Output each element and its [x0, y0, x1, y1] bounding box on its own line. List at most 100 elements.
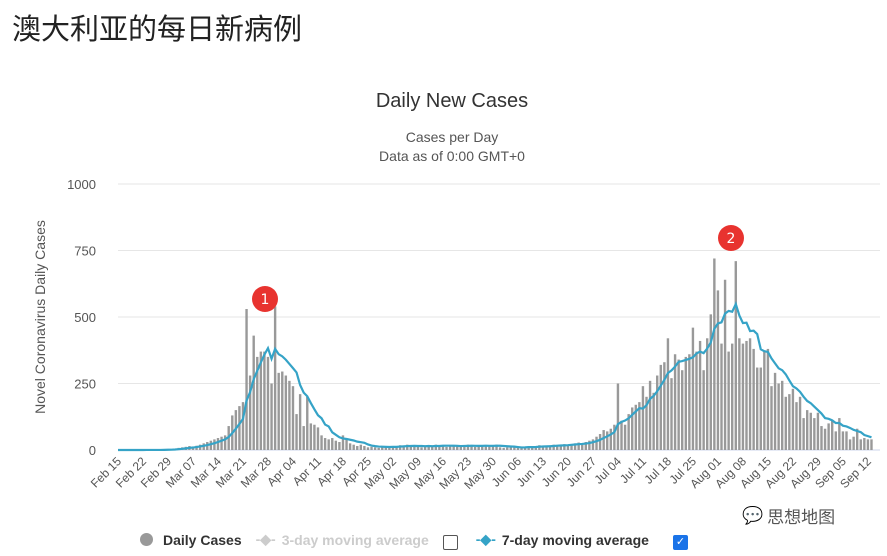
bar	[370, 446, 373, 450]
page-title: 澳大利亚的每日新病例	[12, 12, 303, 46]
bar	[838, 418, 841, 450]
bar	[338, 442, 341, 450]
line-marker-icon: -◆-	[475, 531, 496, 547]
bar	[545, 446, 548, 450]
bar	[356, 446, 359, 450]
bar	[723, 279, 727, 450]
legend-label: 3-day moving average	[281, 531, 429, 548]
bar	[377, 447, 380, 450]
bar	[431, 445, 434, 450]
bar	[373, 447, 377, 450]
bar	[863, 438, 866, 450]
bar	[438, 446, 441, 450]
bar	[806, 410, 809, 450]
legend: Daily Cases -◆- 3-day moving average -◆- 7…	[140, 529, 706, 550]
bar	[727, 351, 730, 450]
bar	[634, 404, 637, 450]
bar	[784, 396, 787, 450]
legend-3day-average[interactable]: -◆- 3-day moving average	[256, 531, 429, 548]
bar	[855, 428, 859, 450]
bar	[477, 446, 480, 450]
bar	[552, 444, 555, 450]
bar	[245, 309, 248, 450]
bar	[281, 371, 284, 450]
bar	[406, 444, 409, 450]
bar	[702, 370, 705, 450]
bar	[213, 439, 216, 450]
bar	[620, 420, 623, 450]
bar	[677, 359, 680, 450]
bar	[434, 444, 438, 450]
bar	[502, 447, 505, 450]
bar	[841, 431, 845, 450]
bar	[316, 427, 320, 450]
bar	[302, 426, 305, 450]
bar	[456, 446, 459, 450]
bar	[602, 430, 605, 450]
legend-7day-average[interactable]: -◆- 7-day moving average	[476, 531, 649, 548]
chart-title: Daily New Cases	[376, 90, 528, 112]
bar	[306, 396, 309, 450]
bar	[773, 372, 777, 450]
bar	[748, 338, 752, 450]
bar	[556, 445, 559, 450]
bar	[581, 443, 584, 450]
bar	[238, 406, 241, 450]
x-tick-label: Jul 04	[592, 454, 625, 487]
bar	[866, 439, 870, 450]
bar	[731, 343, 734, 450]
bar	[566, 445, 570, 450]
bar	[470, 446, 473, 450]
bar	[266, 356, 270, 450]
bar	[291, 386, 295, 450]
chart-subtitle-2: Data as of 0:00 GMT+0	[379, 148, 525, 164]
bar	[598, 434, 602, 450]
bar	[463, 445, 466, 450]
bar	[781, 380, 784, 450]
bar	[498, 447, 502, 450]
bar	[688, 354, 691, 450]
bar	[573, 443, 577, 450]
bar	[616, 383, 620, 450]
bar	[516, 447, 520, 450]
chart-subtitle-1: Cases per Day	[406, 129, 499, 145]
bar	[327, 439, 330, 450]
bar	[641, 386, 645, 450]
bar	[673, 354, 677, 450]
bar	[798, 396, 802, 450]
y-axis-label: Novel Coronavirus Daily Cases	[32, 220, 48, 414]
line-marker-icon: -◆-	[255, 531, 276, 547]
bar	[384, 446, 388, 450]
bar	[256, 356, 259, 450]
bar	[520, 447, 523, 450]
bar	[802, 418, 805, 450]
bar	[848, 439, 852, 450]
bar	[698, 340, 702, 450]
bar	[820, 426, 823, 450]
bar	[445, 446, 448, 450]
bar	[263, 351, 266, 450]
bar	[788, 394, 791, 450]
ma7-checkbox[interactable]: ✓	[672, 535, 688, 550]
bar	[481, 445, 484, 450]
bar	[473, 446, 477, 450]
y-tick-label: 750	[74, 244, 96, 259]
bar	[613, 424, 616, 450]
bar	[738, 338, 741, 450]
bar	[609, 428, 612, 450]
ma3-checkbox[interactable]	[442, 535, 458, 550]
bar	[777, 383, 780, 450]
bar	[720, 343, 723, 450]
bar	[645, 396, 648, 450]
bar	[270, 383, 273, 450]
bar	[791, 388, 795, 450]
bar	[845, 431, 848, 450]
bar	[441, 445, 445, 450]
bar	[648, 380, 652, 450]
bar	[284, 375, 288, 450]
legend-daily-cases[interactable]: Daily Cases	[140, 532, 242, 548]
bar	[541, 446, 545, 450]
bar	[359, 444, 363, 450]
bar	[809, 412, 812, 450]
bar	[513, 447, 516, 450]
